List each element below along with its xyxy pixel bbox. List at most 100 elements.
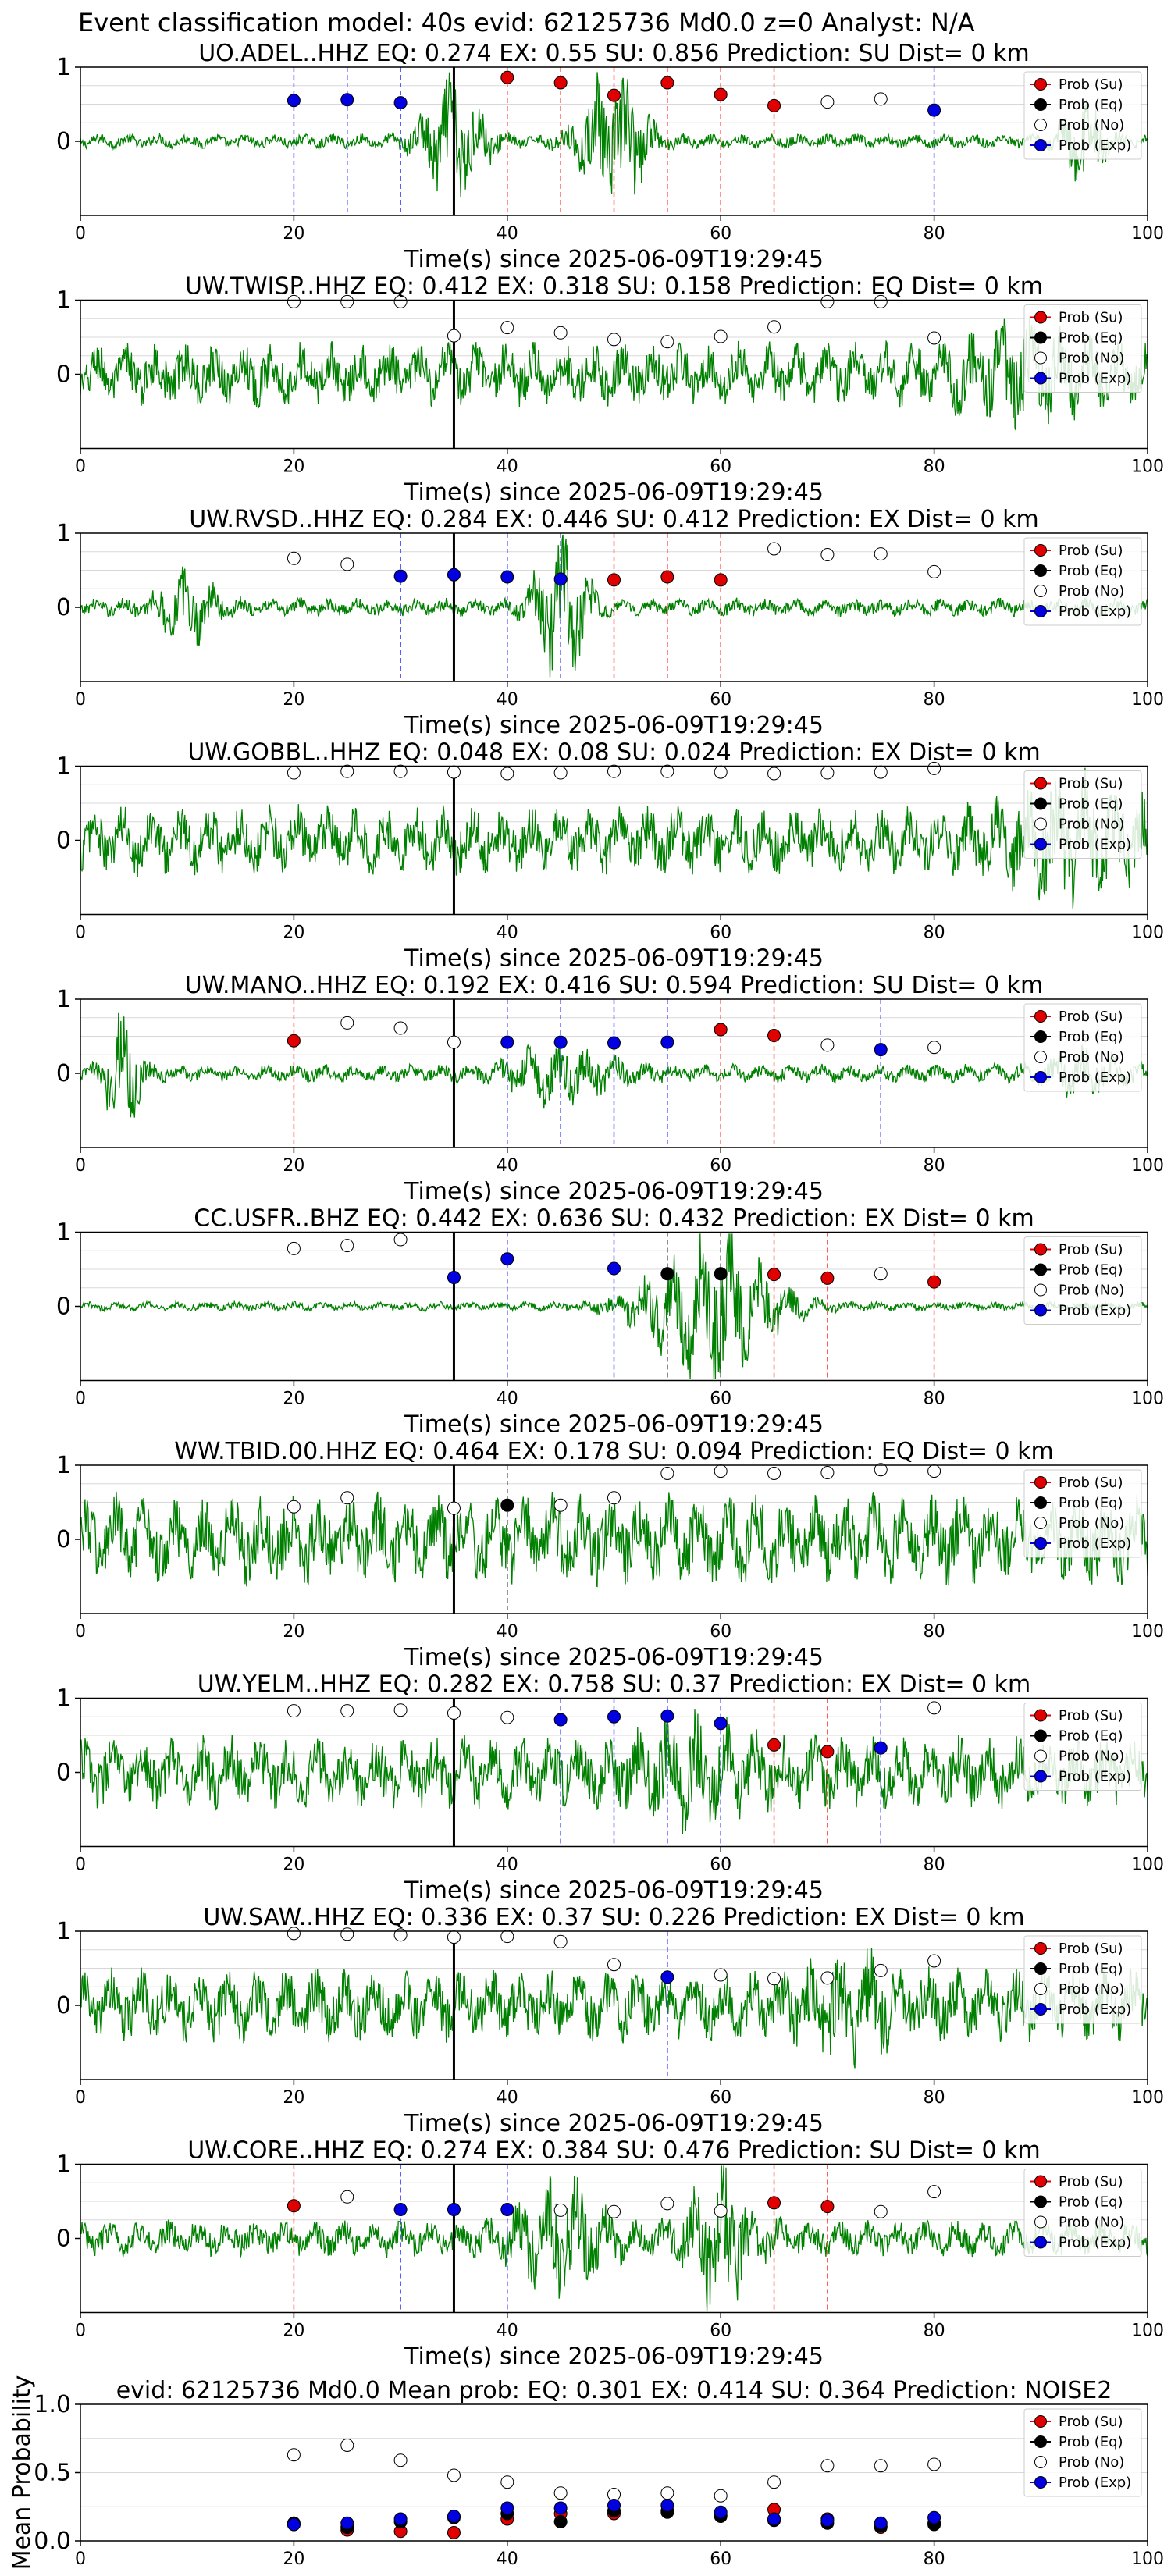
legend-box bbox=[1023, 1469, 1142, 1558]
x-tick-label: 0 bbox=[75, 1156, 86, 1176]
mean-prob-point bbox=[393, 2453, 408, 2467]
x-tick-label: 0 bbox=[75, 2549, 86, 2569]
prob-point bbox=[714, 573, 728, 587]
subplot-title: UW.TWISP..HHZ EQ: 0.412 EX: 0.318 SU: 0.… bbox=[185, 273, 1043, 301]
legend-marker bbox=[1034, 838, 1047, 851]
x-tick-label: 20 bbox=[283, 2088, 304, 2108]
x-tick-label: 80 bbox=[924, 1622, 945, 1642]
legend-label: Prob (Eq) bbox=[1059, 330, 1123, 347]
prob-point bbox=[874, 1963, 888, 1977]
prob-point bbox=[500, 1252, 514, 1266]
x-tick-label: 60 bbox=[710, 2088, 731, 2108]
legend-label: Prob (Eq) bbox=[1059, 1029, 1123, 1045]
prob-point bbox=[607, 2204, 621, 2218]
legend-marker bbox=[1034, 2236, 1047, 2249]
x-tick-label: 40 bbox=[497, 2549, 518, 2569]
legend-label: Prob (Eq) bbox=[1059, 1728, 1123, 1745]
x-tick-label: 80 bbox=[924, 2322, 945, 2341]
legend-marker bbox=[1034, 1942, 1047, 1955]
legend-box bbox=[1023, 1935, 1142, 2024]
mean-prob-point bbox=[447, 2468, 461, 2482]
subplot-title: WW.TBID.00.HHZ EQ: 0.464 EX: 0.178 SU: 0… bbox=[174, 1438, 1054, 1465]
prob-point bbox=[287, 766, 301, 780]
legend-label: Prob (No) bbox=[1059, 1981, 1124, 1998]
x-tick-label: 0 bbox=[75, 457, 86, 477]
legend-label: Prob (Exp) bbox=[1059, 2001, 1131, 2018]
y-tick-label: 0 bbox=[56, 1526, 71, 1553]
prob-point bbox=[767, 1268, 781, 1282]
prob-point bbox=[927, 564, 941, 578]
legend-label: Prob (Eq) bbox=[1059, 97, 1123, 113]
prob-point bbox=[607, 1710, 621, 1724]
prob-point bbox=[500, 1710, 514, 1724]
prob-point bbox=[447, 1706, 461, 1720]
prob-point bbox=[447, 1270, 461, 1284]
y-tick-label: 1.0 bbox=[34, 2391, 71, 2418]
y-tick-label: 0 bbox=[56, 2226, 71, 2253]
prob-point bbox=[607, 573, 621, 587]
legend-marker bbox=[1034, 1283, 1047, 1297]
prob-point bbox=[447, 568, 461, 582]
prob-point bbox=[340, 764, 354, 778]
mean-prob-point bbox=[500, 2501, 514, 2515]
prob-point bbox=[820, 95, 835, 109]
x-axis-label: Time(s) since 2025-06-09T19:29:45 bbox=[404, 712, 824, 739]
legend-label: Prob (No) bbox=[1059, 2215, 1124, 2231]
prob-point bbox=[340, 1491, 354, 1505]
legend-marker bbox=[1034, 585, 1047, 597]
prob-point bbox=[500, 570, 514, 584]
prob-point bbox=[393, 569, 408, 583]
mean-prob-point bbox=[767, 2475, 781, 2489]
prob-point bbox=[500, 1035, 514, 1049]
x-axis-label: Time(s) since 2025-06-09T19:29:45 bbox=[404, 246, 824, 273]
prob-point bbox=[553, 326, 568, 340]
prob-point bbox=[287, 551, 301, 565]
legend-label: Prob (Exp) bbox=[1059, 2235, 1131, 2251]
x-tick-label: 60 bbox=[710, 1389, 731, 1409]
panel-4: 0 20 40 60 80 100 0 1 UW.GOBBL..HHZ EQ: 0.048 EX… bbox=[56, 739, 1164, 973]
legend-marker bbox=[1034, 78, 1047, 91]
prob-point bbox=[393, 1021, 408, 1035]
x-tick-label: 0 bbox=[75, 1389, 86, 1409]
prob-point bbox=[820, 766, 835, 780]
prob-point bbox=[500, 2202, 514, 2216]
legend-label: Prob (Eq) bbox=[1059, 1961, 1123, 1977]
x-tick-label: 20 bbox=[283, 1389, 304, 1409]
y-tick-label: 0 bbox=[56, 361, 71, 389]
prob-point bbox=[714, 87, 728, 101]
legend-marker bbox=[1034, 1517, 1047, 1529]
prob-point bbox=[660, 1466, 674, 1480]
legend-label: Prob (Eq) bbox=[1059, 2434, 1123, 2450]
legend-marker bbox=[1034, 564, 1047, 577]
prob-point bbox=[287, 1241, 301, 1255]
prob-point bbox=[874, 92, 888, 106]
x-tick-label: 20 bbox=[283, 690, 304, 710]
prob-point bbox=[607, 1261, 621, 1276]
prob-point bbox=[393, 294, 408, 308]
prob-point bbox=[500, 767, 514, 781]
x-tick-label: 60 bbox=[710, 457, 731, 477]
panel-3: 0 20 40 60 80 100 0 1 UW.RVSD..HHZ EQ: 0.284 EX:… bbox=[56, 506, 1164, 739]
prob-point bbox=[287, 294, 301, 308]
prob-point bbox=[447, 1930, 461, 1944]
prob-point bbox=[714, 765, 728, 779]
x-tick-label: 60 bbox=[710, 1856, 731, 1875]
x-tick-label: 80 bbox=[924, 2088, 945, 2108]
prob-point bbox=[660, 1267, 674, 1281]
prob-point bbox=[447, 1501, 461, 1515]
figure-title: Event classification model: 40s evid: 62… bbox=[78, 8, 975, 37]
prob-point bbox=[340, 294, 354, 308]
x-tick-label: 100 bbox=[1131, 1389, 1164, 1409]
prob-point bbox=[820, 1271, 835, 1285]
y-axis-label: Mean Probability bbox=[9, 2375, 36, 2571]
prob-point bbox=[287, 94, 301, 108]
prob-point bbox=[607, 1958, 621, 1972]
prob-point bbox=[714, 329, 728, 343]
subplot-title: CC.USFR..BHZ EQ: 0.442 EX: 0.636 SU: 0.4… bbox=[194, 1205, 1034, 1233]
x-tick-label: 20 bbox=[283, 923, 304, 943]
prob-point bbox=[927, 1041, 941, 1055]
prob-point bbox=[874, 2204, 888, 2218]
prob-point bbox=[714, 1968, 728, 1982]
prob-point bbox=[714, 1267, 728, 1281]
